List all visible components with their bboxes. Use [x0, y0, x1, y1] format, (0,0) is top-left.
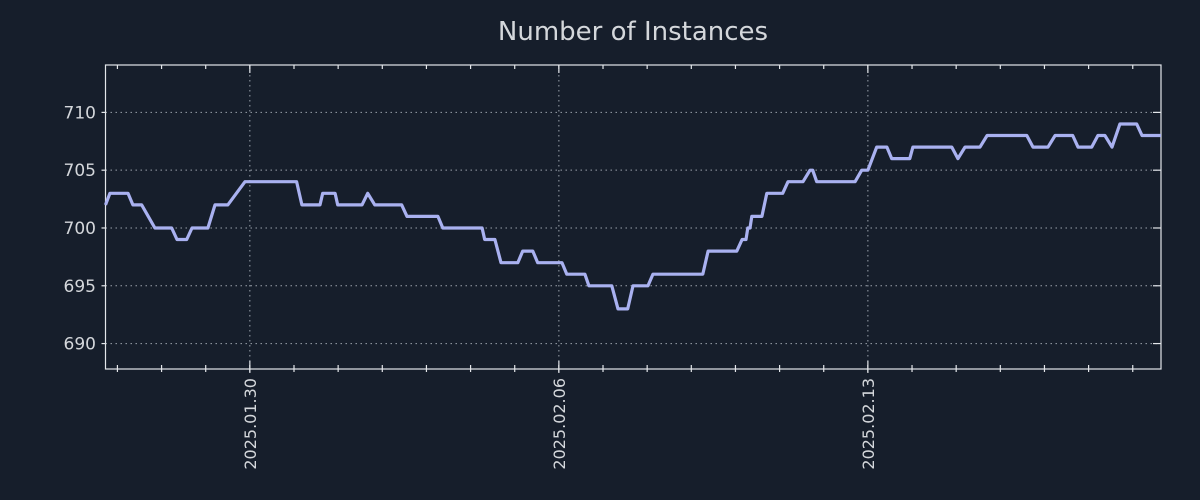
y-axis-label: 705: [64, 161, 96, 181]
tick-marks: [101, 65, 1161, 373]
plot-border: [104, 64, 1162, 370]
x-axis-label: 2025.01.30: [241, 378, 260, 470]
series-line: [104, 122, 1161, 311]
chart-title: Number of Instances: [498, 17, 768, 47]
y-axis-label: 710: [64, 103, 96, 123]
y-axis-label: 695: [64, 277, 96, 297]
instances-series: [104, 122, 1161, 311]
axis-labels: 690 695 700 705 710 2025.01.30 2025.02.06 2025.…: [64, 103, 878, 469]
x-axis-label: 2025.02.06: [550, 378, 569, 470]
gridlines: [105, 65, 1161, 369]
y-axis-label: 700: [64, 219, 96, 239]
x-axis-label: 2025.02.13: [859, 378, 878, 470]
y-axis-label: 690: [64, 335, 96, 355]
